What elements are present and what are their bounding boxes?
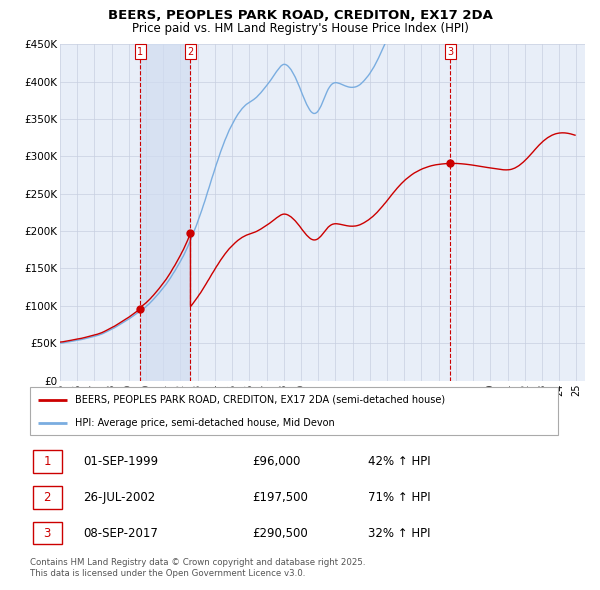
Text: 26-JUL-2002: 26-JUL-2002 xyxy=(83,491,155,504)
Text: £197,500: £197,500 xyxy=(252,491,308,504)
Text: 2: 2 xyxy=(43,491,51,504)
Bar xyxy=(140,44,190,381)
Text: BEERS, PEOPLES PARK ROAD, CREDITON, EX17 2DA (semi-detached house): BEERS, PEOPLES PARK ROAD, CREDITON, EX17… xyxy=(75,395,445,405)
FancyBboxPatch shape xyxy=(30,387,558,435)
Text: 1: 1 xyxy=(43,455,51,468)
Text: 71% ↑ HPI: 71% ↑ HPI xyxy=(368,491,431,504)
Text: 1: 1 xyxy=(137,47,143,57)
FancyBboxPatch shape xyxy=(32,486,62,509)
Text: £290,500: £290,500 xyxy=(252,527,308,540)
Text: Price paid vs. HM Land Registry's House Price Index (HPI): Price paid vs. HM Land Registry's House … xyxy=(131,22,469,35)
FancyBboxPatch shape xyxy=(32,450,62,473)
Text: 2: 2 xyxy=(187,47,194,57)
Text: 3: 3 xyxy=(43,527,51,540)
Text: £96,000: £96,000 xyxy=(252,455,300,468)
Text: 01-SEP-1999: 01-SEP-1999 xyxy=(83,455,158,468)
Text: Contains HM Land Registry data © Crown copyright and database right 2025.
This d: Contains HM Land Registry data © Crown c… xyxy=(30,558,365,578)
Text: 32% ↑ HPI: 32% ↑ HPI xyxy=(368,527,430,540)
Text: 42% ↑ HPI: 42% ↑ HPI xyxy=(368,455,431,468)
Text: 08-SEP-2017: 08-SEP-2017 xyxy=(83,527,158,540)
Text: BEERS, PEOPLES PARK ROAD, CREDITON, EX17 2DA: BEERS, PEOPLES PARK ROAD, CREDITON, EX17… xyxy=(107,9,493,22)
FancyBboxPatch shape xyxy=(32,522,62,545)
Text: HPI: Average price, semi-detached house, Mid Devon: HPI: Average price, semi-detached house,… xyxy=(75,418,335,428)
Text: 3: 3 xyxy=(447,47,453,57)
